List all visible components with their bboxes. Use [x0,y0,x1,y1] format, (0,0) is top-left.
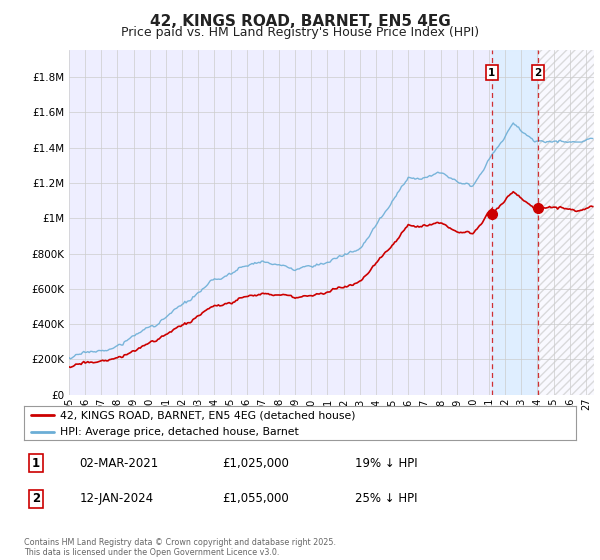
Text: 25% ↓ HPI: 25% ↓ HPI [355,492,418,506]
Text: HPI: Average price, detached house, Barnet: HPI: Average price, detached house, Barn… [60,427,299,437]
Text: 2: 2 [535,68,542,78]
Text: £1,025,000: £1,025,000 [223,457,290,470]
Text: 1: 1 [32,457,40,470]
Text: 42, KINGS ROAD, BARNET, EN5 4EG: 42, KINGS ROAD, BARNET, EN5 4EG [149,14,451,29]
Bar [538,50,594,395]
Text: 19% ↓ HPI: 19% ↓ HPI [355,457,418,470]
Text: 2: 2 [32,492,40,506]
Text: Contains HM Land Registry data © Crown copyright and database right 2025.
This d: Contains HM Land Registry data © Crown c… [24,538,336,557]
Text: £1,055,000: £1,055,000 [223,492,289,506]
Text: 12-JAN-2024: 12-JAN-2024 [79,492,154,506]
Text: 42, KINGS ROAD, BARNET, EN5 4EG (detached house): 42, KINGS ROAD, BARNET, EN5 4EG (detache… [60,410,355,420]
Bar [492,50,538,395]
Bar [538,50,594,395]
Text: 1: 1 [488,68,496,78]
Text: Price paid vs. HM Land Registry's House Price Index (HPI): Price paid vs. HM Land Registry's House … [121,26,479,39]
Text: 02-MAR-2021: 02-MAR-2021 [79,457,158,470]
